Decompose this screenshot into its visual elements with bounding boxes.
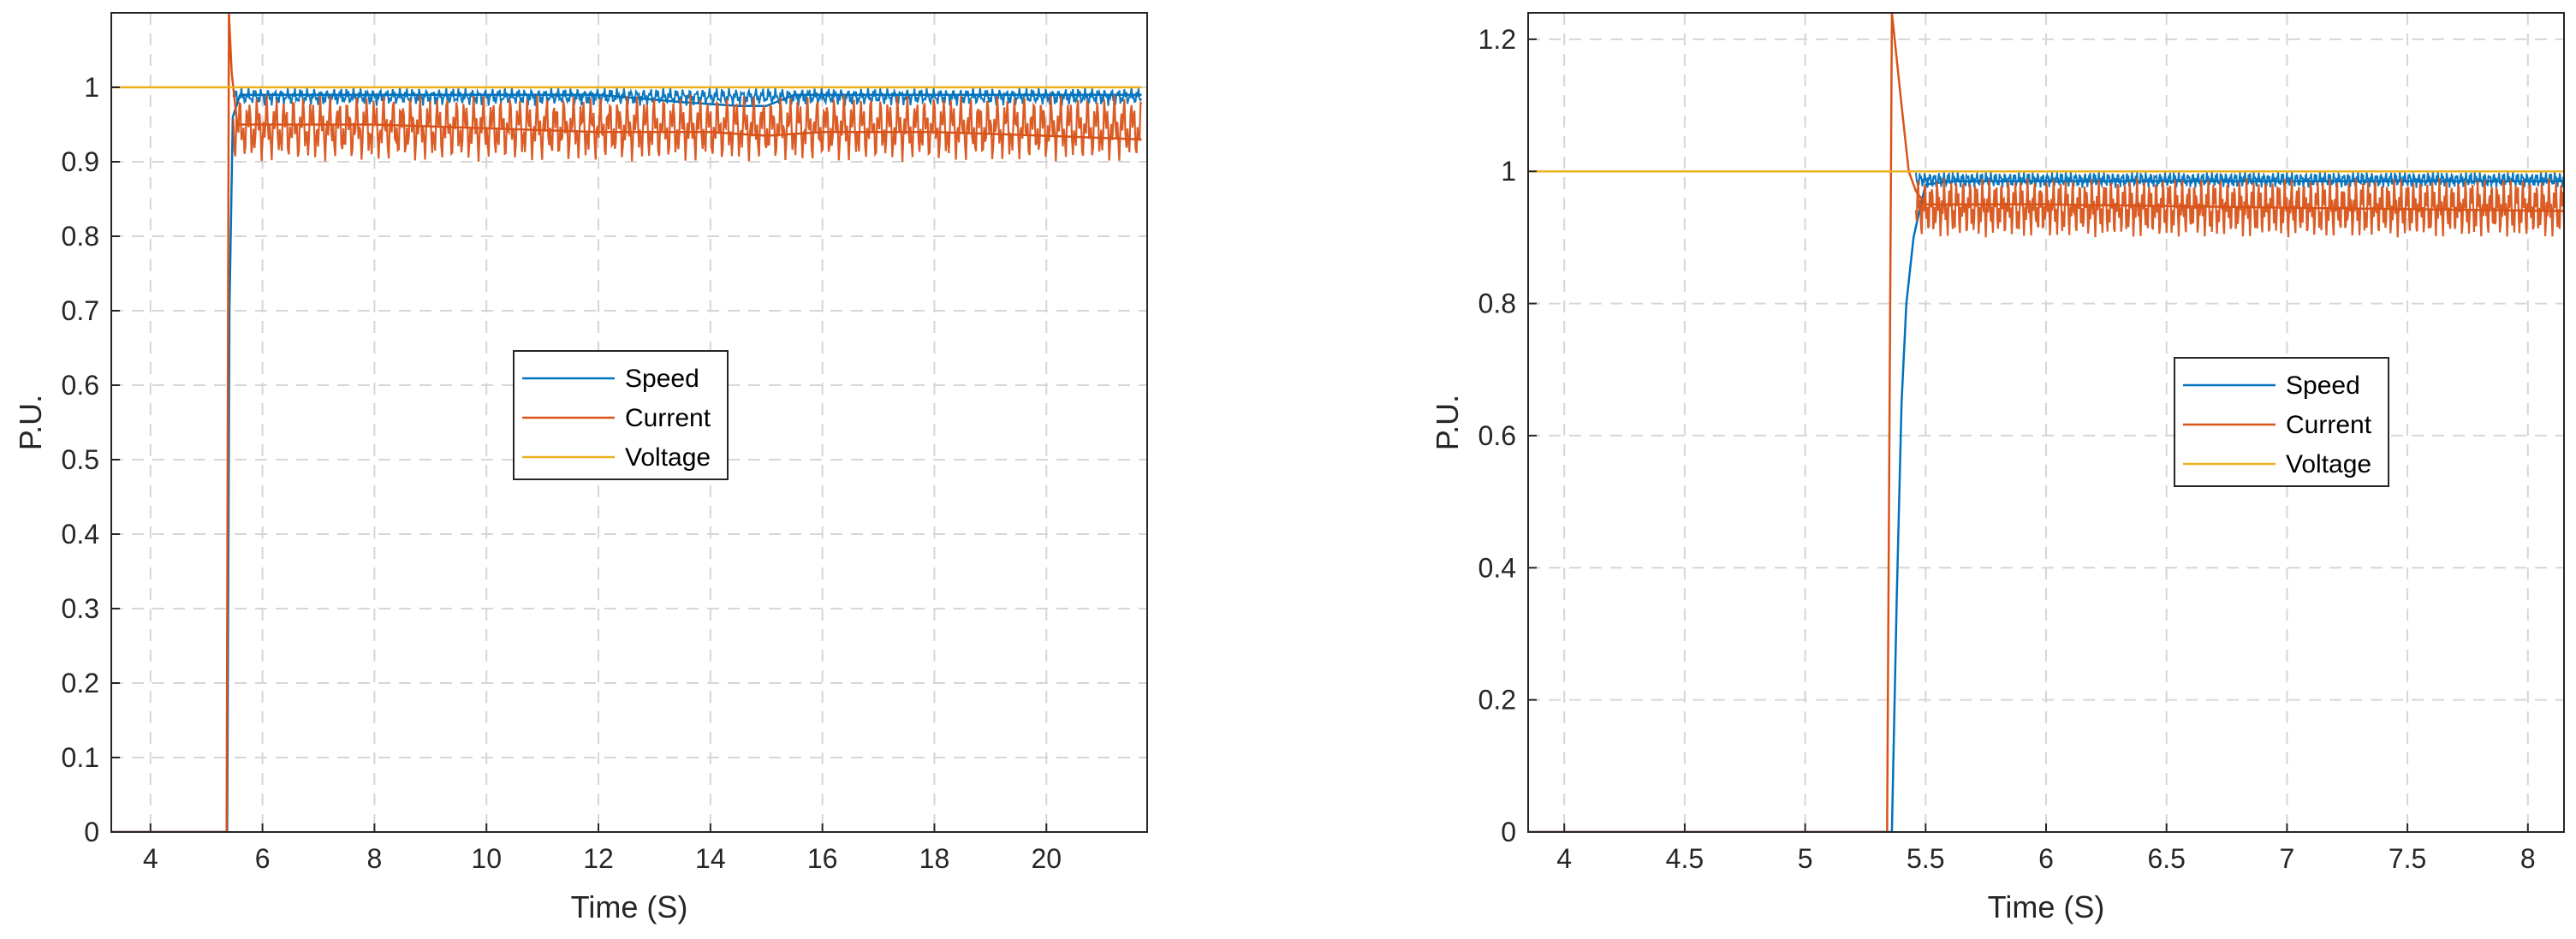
y-tick-label: 1.2 [1478, 24, 1516, 55]
x-tick-label: 20 [1031, 843, 1062, 874]
y-tick-label: 0.4 [62, 519, 99, 550]
y-tick-label: 1 [1501, 156, 1516, 187]
series-oscillation-current [232, 94, 1143, 163]
y-tick-label: 0.4 [1478, 552, 1516, 583]
y-tick-label: 0.3 [62, 593, 99, 624]
data-layer [111, 13, 1143, 832]
y-axis-title: P.U. [13, 395, 48, 450]
x-axis-title: Time (S) [1988, 889, 2105, 924]
data-layer [1528, 13, 2564, 832]
x-tick-label: 4 [143, 843, 158, 874]
x-tick-label: 12 [583, 843, 614, 874]
x-tick-label: 5.5 [1907, 843, 1944, 874]
x-tick-label: 6.5 [2147, 843, 2185, 874]
y-tick-label: 1 [84, 72, 99, 103]
left-plot: 4 6 8 10 12 14 16 18 20 0 0.1 0.2 0.3 0.4 0.5 0.6 0.7 0.8… [13, 12, 1148, 924]
axes-box [110, 12, 1148, 833]
right-plot: 4 4.5 5 5.5 6 6.5 7 7.5 8 0 0.2 0.4 0.6 0.8 1 1.2 Time (… [1430, 12, 2565, 924]
x-tick-label: 5 [1798, 843, 1813, 874]
legend-label-current: Current [2286, 411, 2372, 439]
x-tick-label: 10 [471, 843, 502, 874]
legend-label-current: Current [625, 404, 711, 432]
y-tick-label: 0.1 [62, 742, 99, 773]
x-tick-label: 8 [2520, 843, 2536, 874]
y-tick-label: 0.6 [62, 370, 99, 401]
y-tick-label: 0.7 [62, 295, 99, 326]
y-tick-label: 0.5 [62, 444, 99, 475]
x-tick-label: 18 [919, 843, 950, 874]
legend-label-speed: Speed [2286, 371, 2360, 400]
plot-area [1528, 13, 2564, 832]
x-tick-label: 4 [1556, 843, 1572, 874]
legend-label-speed: Speed [625, 365, 699, 393]
series-oscillation-current [1914, 177, 2564, 238]
y-tick-label: 0.6 [1478, 420, 1516, 451]
y-tick-label: 0.2 [1478, 685, 1516, 716]
y-tick-label: 0 [1501, 817, 1516, 847]
y-tick-label: 0.8 [62, 221, 99, 252]
legend-label-voltage: Voltage [625, 443, 711, 472]
y-tick-label: 0.8 [1478, 288, 1516, 319]
y-axis-title: P.U. [1430, 395, 1465, 450]
x-tick-label: 7.5 [2389, 843, 2426, 874]
x-tick-label: 14 [695, 843, 726, 874]
series-oscillation-speed [232, 86, 1143, 106]
legend-label-voltage: Voltage [2286, 450, 2371, 478]
series-line-current [1528, 13, 2564, 832]
x-tick-label: 6 [2038, 843, 2054, 874]
x-tick-label: 6 [255, 843, 271, 874]
y-tick-label: 0.9 [62, 146, 99, 177]
x-axis-title: Time (S) [571, 889, 688, 924]
x-tick-label: 8 [367, 843, 383, 874]
x-tick-label: 7 [2279, 843, 2294, 874]
x-tick-label: 4.5 [1666, 843, 1704, 874]
x-tick-label: 16 [807, 843, 838, 874]
y-tick-label: 0.2 [62, 668, 99, 698]
y-tick-label: 0 [84, 817, 99, 847]
